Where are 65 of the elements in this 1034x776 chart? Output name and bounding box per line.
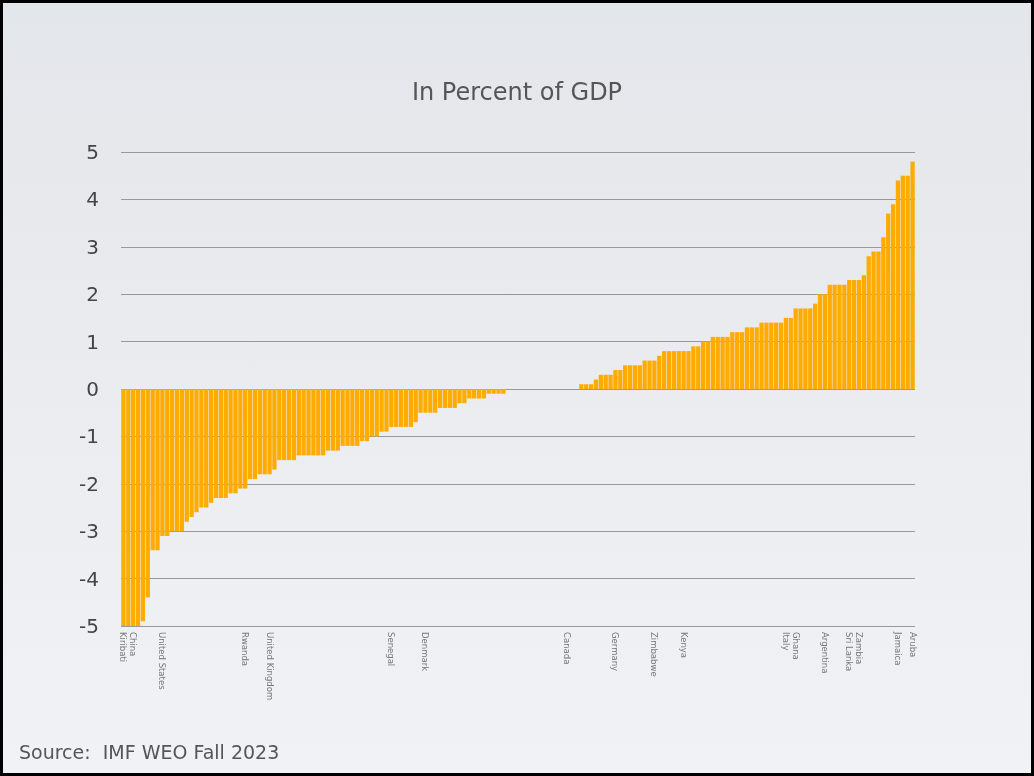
bar: [661, 351, 667, 389]
bar: [174, 389, 180, 532]
x-tick-label: Italy: [780, 632, 791, 651]
bar: [579, 384, 584, 389]
y-tick-label: 3: [86, 234, 99, 259]
bar: [442, 389, 448, 408]
x-tick-label: China: [128, 632, 139, 657]
bar: [359, 389, 365, 442]
x-tick-label: Zimbabwe: [649, 632, 660, 677]
y-tick-label: -4: [79, 566, 99, 591]
bar: [856, 279, 862, 389]
y-tick-label: -5: [79, 614, 99, 638]
bar: [666, 351, 672, 389]
chart-title: In Percent of GDP: [411, 78, 623, 106]
bar: [252, 389, 258, 480]
bar: [369, 389, 375, 437]
bar: [398, 389, 404, 427]
x-tick-label: United Kingdom: [264, 632, 275, 701]
bar: [851, 279, 857, 389]
x-tick-label: Senegal: [386, 632, 397, 667]
x-tick-label: Denmark: [420, 632, 431, 672]
y-tick-label: 4: [86, 187, 99, 212]
x-tick-label: Rwanda: [240, 632, 251, 667]
bar: [325, 389, 331, 451]
bar: [632, 365, 638, 389]
x-tick-label: Sri Lanka: [844, 632, 855, 672]
x-tick-label: Jamaica: [892, 631, 903, 666]
y-tick-label: -3: [79, 519, 99, 544]
x-tick-label: Canada: [561, 632, 572, 665]
bar: [403, 389, 409, 427]
bar: [627, 365, 633, 389]
bar: [778, 322, 784, 389]
bar: [121, 389, 126, 626]
bar: [213, 389, 219, 499]
x-tick-label: Kiribati: [118, 632, 129, 663]
bar: [705, 341, 711, 389]
x-tick-label: Aruba: [907, 632, 918, 658]
bar: [895, 180, 901, 389]
bar: [286, 389, 292, 461]
bar: [700, 341, 706, 389]
bar: [671, 351, 677, 389]
bar: [744, 327, 750, 389]
y-tick-label: 2: [86, 282, 99, 307]
bar: [140, 389, 146, 622]
bar: [291, 389, 297, 461]
x-tick-label: United States: [157, 632, 168, 691]
y-tick-label: -1: [79, 424, 99, 449]
bar: [817, 294, 823, 389]
y-tick-label: 1: [86, 329, 99, 354]
y-tick-label: -2: [79, 471, 99, 496]
bar: [588, 384, 594, 389]
x-tick-label: Argentina: [819, 632, 830, 674]
bar: [179, 389, 185, 532]
x-tick-label: Ghana: [790, 632, 801, 660]
x-tick-label: Zambia: [853, 632, 864, 665]
bar: [783, 317, 789, 389]
x-tick-label: Kenya: [678, 632, 689, 659]
bar: [910, 161, 915, 389]
bar: [330, 389, 336, 451]
source-note: Source: IMF WEO Fall 2023: [19, 740, 280, 763]
bar: [364, 389, 370, 442]
x-tick-label: Germany: [610, 632, 621, 672]
y-tick-label: 5: [86, 140, 99, 164]
y-tick-label: 0: [86, 377, 99, 401]
bar: [135, 389, 141, 626]
